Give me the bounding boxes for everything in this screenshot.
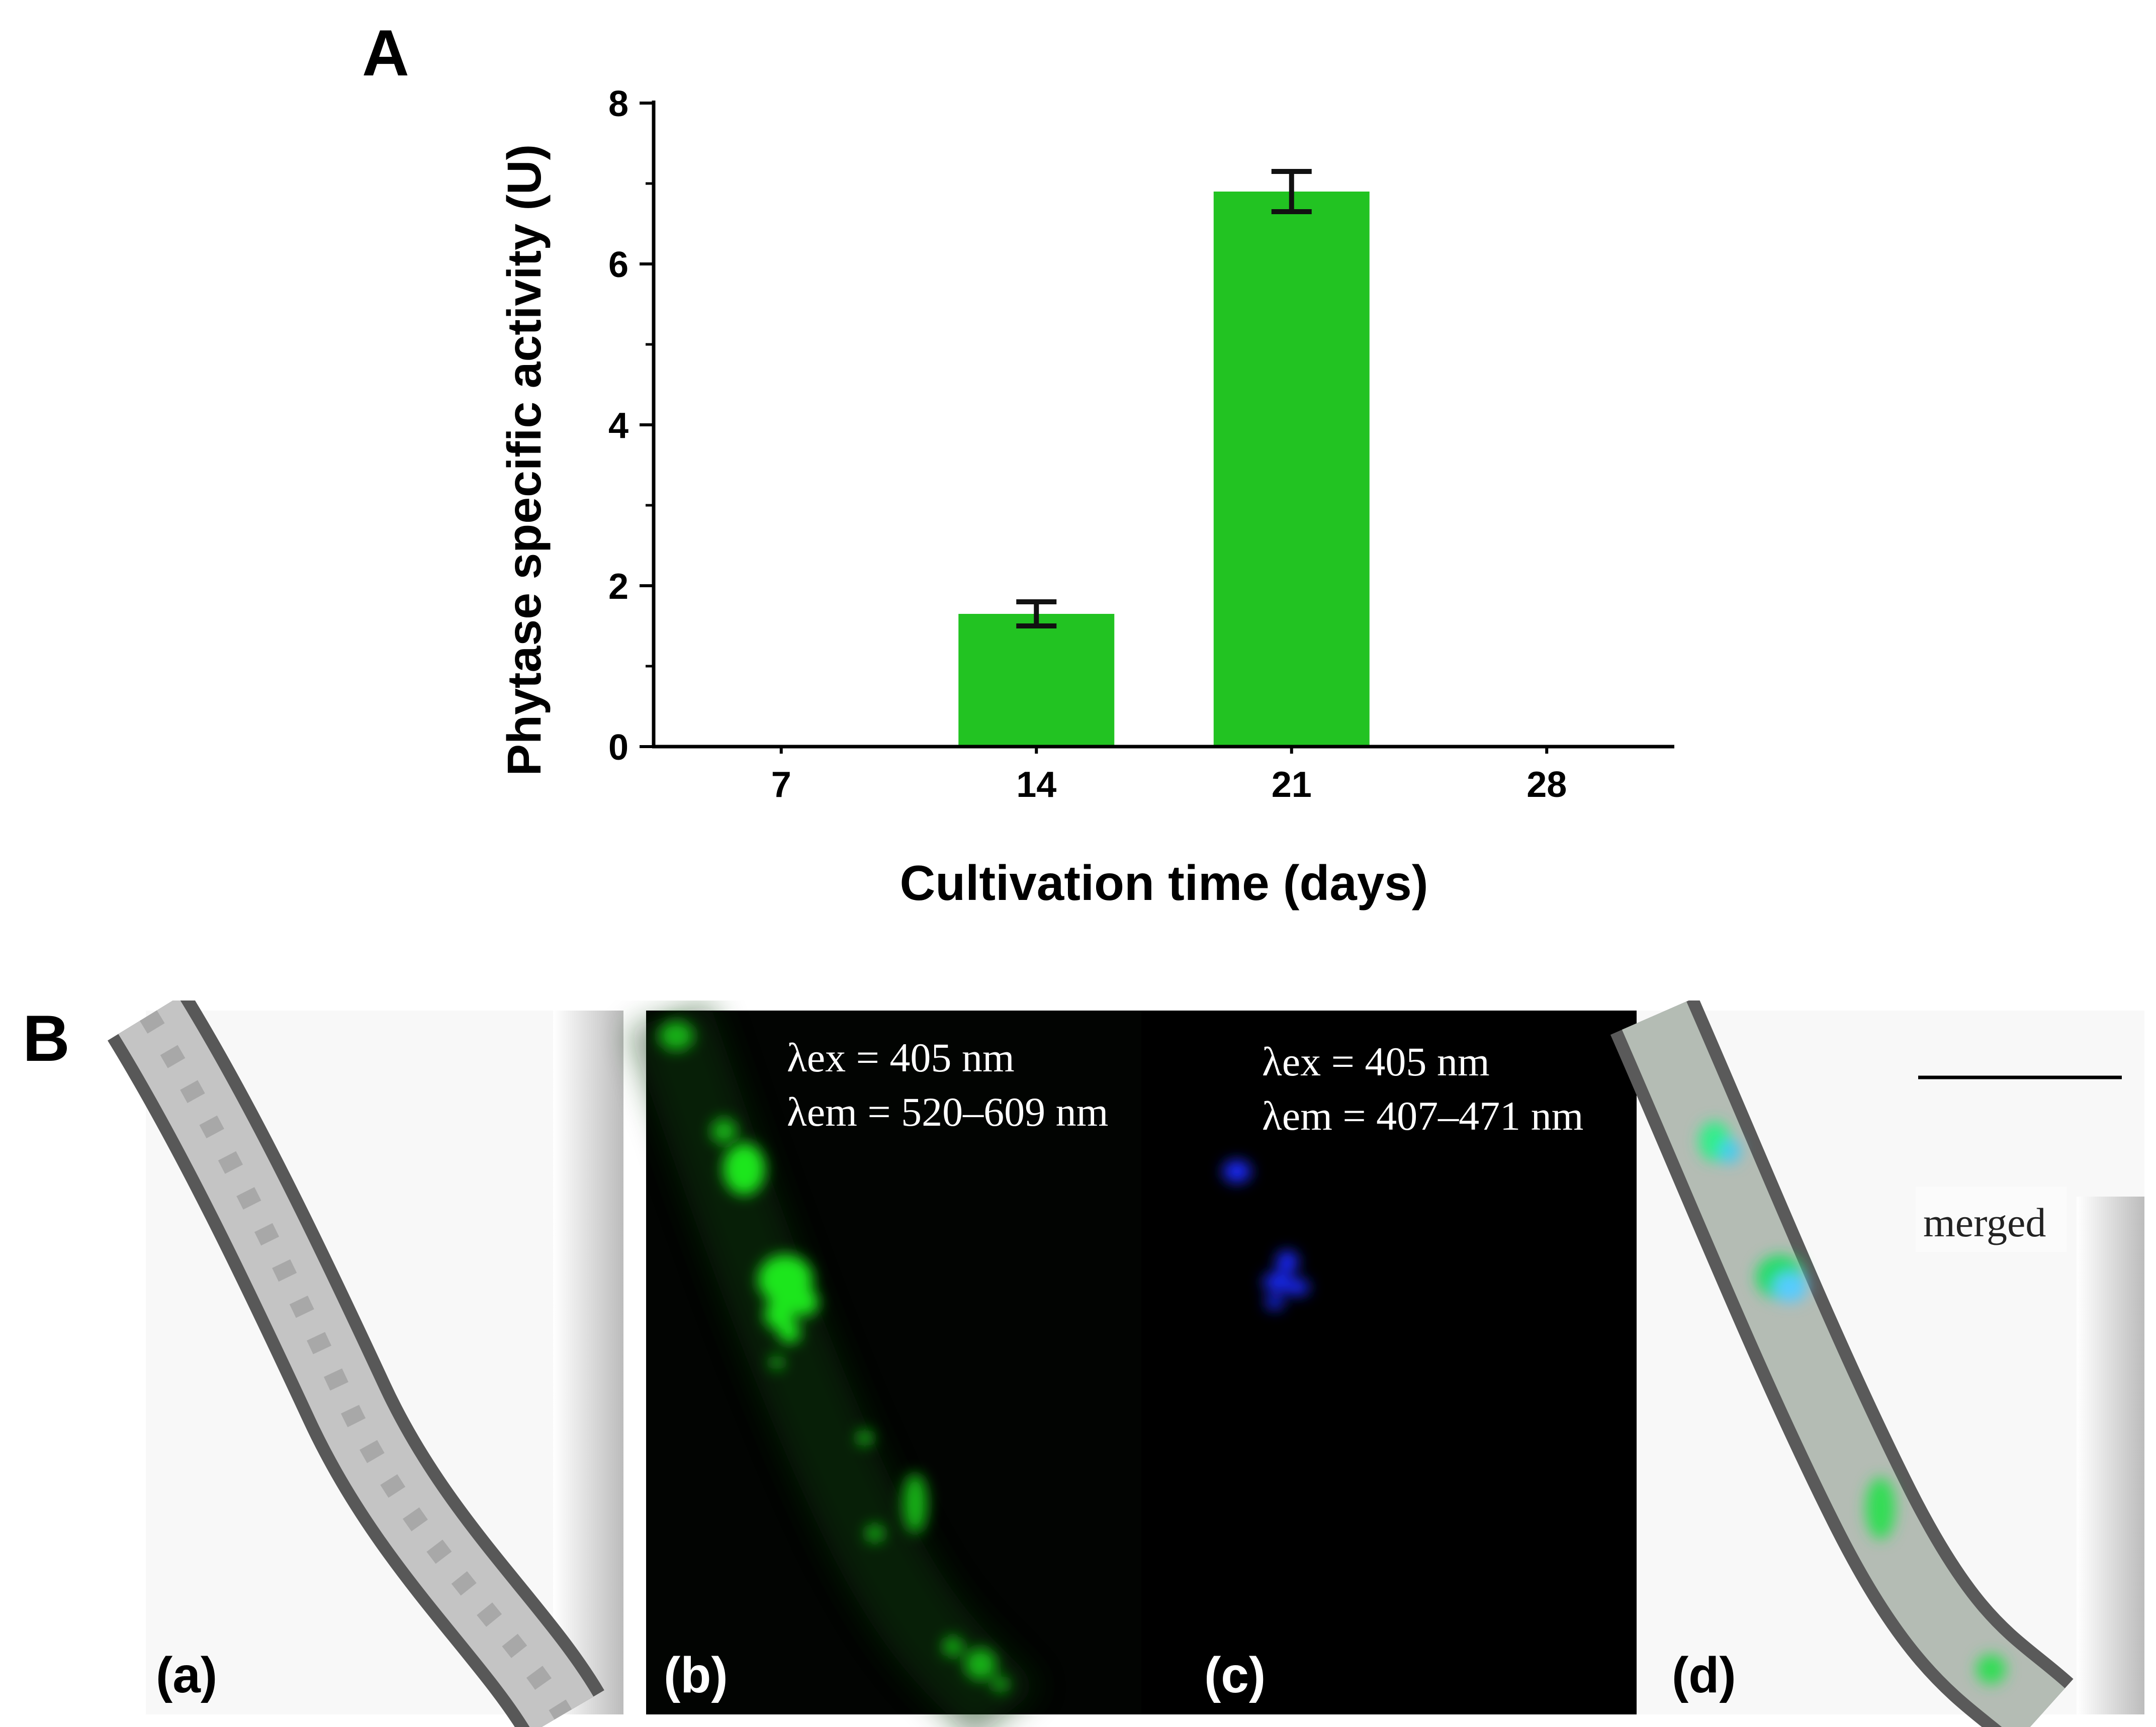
x-tick-label-21: 21 — [1272, 765, 1312, 805]
subpanel-label-c: (c) — [1204, 1647, 1266, 1703]
y-tick-label-6: 6 — [608, 245, 628, 285]
y-axis-label: Phytase specific activity (U) — [498, 144, 551, 776]
annotation-excitation-b: λex = 405 nm — [787, 1035, 1015, 1080]
panel-b-letter: B — [23, 1002, 70, 1075]
annotation-excitation-c: λex = 405 nm — [1262, 1039, 1490, 1084]
merged-label: merged — [1923, 1200, 2046, 1245]
green-fluorescence-image — [628, 1002, 1141, 1727]
merged-image — [1610, 1001, 2144, 1727]
subpanel-label-d: (d) — [1672, 1647, 1736, 1703]
error-bar-14 — [1016, 599, 1057, 628]
subpanel-label-a: (a) — [156, 1647, 218, 1703]
brightfield-image — [108, 1001, 623, 1727]
y-tick-label-4: 4 — [608, 406, 628, 446]
annotation-emission-b: λem = 520–609 nm — [787, 1089, 1109, 1135]
blue-fluorescence-image — [1141, 1011, 1637, 1714]
subpanel-label-b: (b) — [664, 1647, 728, 1703]
x-tick-label-14: 14 — [1016, 765, 1056, 805]
error-bar-21 — [1271, 169, 1312, 214]
y-tick-label-8: 8 — [608, 84, 628, 124]
bar-21 — [1213, 192, 1370, 747]
x-tick-label-7: 7 — [771, 765, 791, 805]
micrograph-strip — [108, 1001, 2144, 1727]
y-tick-label-0: 0 — [608, 728, 628, 768]
x-tick-label-28: 28 — [1526, 765, 1567, 805]
panel-a-letter: A — [362, 16, 409, 89]
annotation-emission-c: λem = 407–471 nm — [1262, 1093, 1584, 1139]
bar-chart: Phytase specific activity (U) Cultivatio… — [498, 84, 1674, 911]
x-axis-label: Cultivation time (days) — [900, 855, 1428, 911]
y-tick-label-2: 2 — [608, 567, 628, 607]
bar-14 — [958, 614, 1115, 747]
